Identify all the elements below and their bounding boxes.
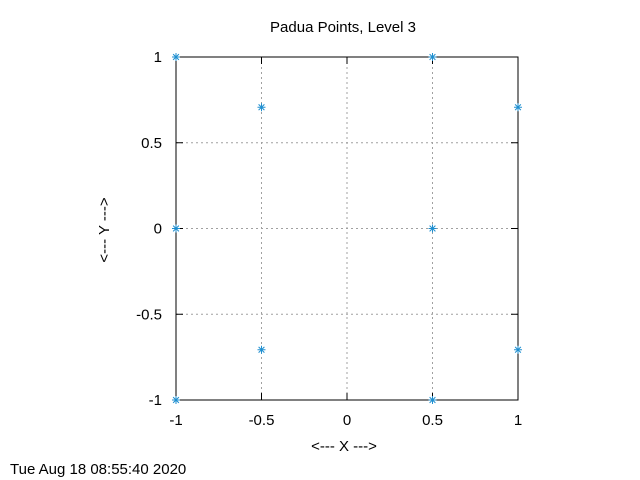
data-point — [514, 103, 522, 112]
data-point — [257, 103, 266, 112]
data-point — [172, 53, 180, 61]
y-tick-label: 1 — [154, 49, 162, 66]
grid-lines — [176, 57, 518, 400]
data-point — [514, 345, 522, 354]
x-tick-label: -1 — [169, 412, 182, 429]
data-point — [172, 396, 180, 404]
data-point — [257, 345, 266, 354]
y-axis-label: <--- Y ---> — [96, 197, 113, 263]
x-tick-label: -0.5 — [249, 412, 275, 429]
data-point — [428, 224, 437, 233]
x-axis-label: <--- X ---> — [311, 438, 377, 455]
y-tick-label: 0.5 — [141, 135, 162, 152]
y-tick-label: -0.5 — [136, 306, 162, 323]
data-point — [428, 53, 437, 61]
x-tick-label: 0.5 — [422, 412, 443, 429]
timestamp: Tue Aug 18 08:55:40 2020 — [10, 461, 186, 478]
data-point — [428, 396, 437, 404]
x-tick-label: 1 — [514, 412, 522, 429]
data-points — [172, 53, 522, 404]
data-point — [172, 224, 180, 233]
x-tick-label: 0 — [343, 412, 351, 429]
y-tick-label: 0 — [154, 221, 162, 238]
axis-ticks: -1 -0.5 0 0.5 1 -1 -0.5 0 0.5 1 — [136, 49, 522, 429]
chart-title: Padua Points, Level 3 — [270, 19, 416, 36]
y-tick-label: -1 — [149, 392, 162, 409]
